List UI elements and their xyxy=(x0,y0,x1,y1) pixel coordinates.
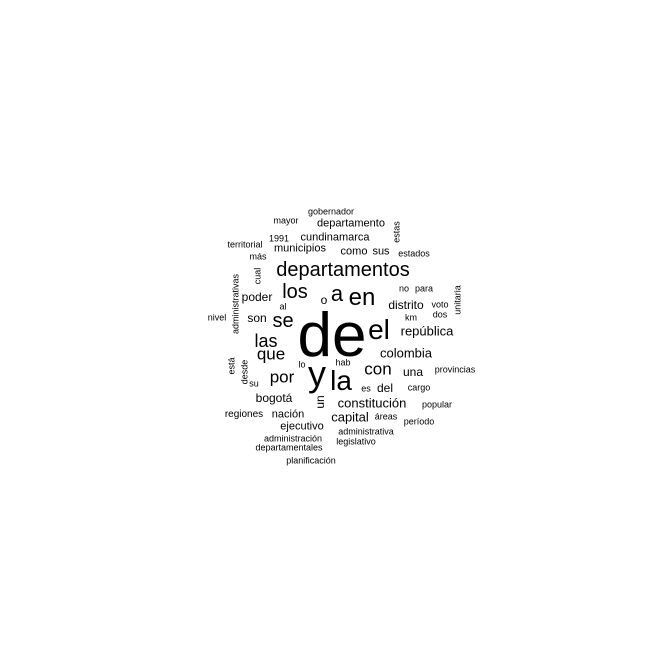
word-administrativa: administrativa xyxy=(338,426,394,437)
word-republica: república xyxy=(400,323,454,339)
word-territorial: territorial xyxy=(227,239,263,250)
word-las: las xyxy=(254,331,278,351)
word-dos: dos xyxy=(432,309,448,320)
word-con: con xyxy=(364,359,392,379)
word-voto: voto xyxy=(431,299,449,310)
word-y: y xyxy=(308,353,326,394)
word-poder: poder xyxy=(241,290,273,304)
word-unitaria: unitaria xyxy=(452,285,463,315)
word-esta: está xyxy=(226,357,237,375)
word-mas: más xyxy=(249,251,267,262)
word-que: que xyxy=(256,344,286,364)
word-ejecutivo: ejecutivo xyxy=(280,420,324,433)
word-los: los xyxy=(282,281,308,303)
word-planificacion: planificación xyxy=(286,455,336,466)
word-se: se xyxy=(272,310,294,332)
word-estas: estas xyxy=(391,221,402,243)
word-de: de xyxy=(297,301,367,370)
word-son: son xyxy=(247,311,267,325)
word-km: km xyxy=(405,312,417,323)
word-nivel: nivel xyxy=(207,312,227,323)
word-administrativas: administrativas xyxy=(230,273,241,335)
word-departamentos: departamentos xyxy=(276,259,410,281)
word-cundinamarca: cundinamarca xyxy=(300,231,370,244)
word-por: por xyxy=(269,367,295,387)
word-cargo: cargo xyxy=(407,382,431,393)
word-del: del xyxy=(376,381,394,395)
word-departamentales: departamentales xyxy=(255,442,323,453)
word-una: una xyxy=(402,365,424,379)
word-lo: lo xyxy=(298,359,306,370)
word-1991: 1991 xyxy=(268,233,290,244)
word-bogota: bogotá xyxy=(255,391,293,405)
word-colombia: colombia xyxy=(379,345,433,361)
word-es: es xyxy=(361,383,371,394)
word-estados: estados xyxy=(398,248,430,259)
word-la: la xyxy=(330,365,352,396)
word-como: como xyxy=(340,245,368,258)
word-su: su xyxy=(249,378,259,389)
word-no: no xyxy=(398,283,410,294)
word-sus: sus xyxy=(372,245,390,258)
word-mayor: mayor xyxy=(273,215,299,226)
word-capital: capital xyxy=(331,409,369,425)
word-municipios: municipios xyxy=(274,242,326,255)
word-desde: desde xyxy=(239,359,250,385)
word-popular: popular xyxy=(421,399,453,410)
word-o: o xyxy=(320,293,328,307)
word-provincias: provincias xyxy=(434,364,476,375)
word-el: el xyxy=(368,314,390,345)
word-constitucion: constitución xyxy=(337,395,407,411)
word-hab: hab xyxy=(335,357,351,368)
word-areas: áreas xyxy=(374,411,398,422)
word-nacion: nación xyxy=(271,408,305,421)
word-a: a xyxy=(330,281,344,306)
word-al: al xyxy=(279,301,287,312)
word-gobernador: gobernador xyxy=(307,206,355,217)
word-periodo: período xyxy=(403,416,435,427)
word-legislativo: legislativo xyxy=(336,436,376,447)
word-regiones: regiones xyxy=(224,409,264,420)
word-para: para xyxy=(414,283,434,294)
word-departamento: departamento xyxy=(317,217,385,230)
word-administracion: administración xyxy=(263,433,323,444)
word-en: en xyxy=(348,284,376,311)
word-un: un xyxy=(313,395,327,409)
word-cual: cual xyxy=(252,267,263,285)
word-distrito: distrito xyxy=(388,298,424,312)
